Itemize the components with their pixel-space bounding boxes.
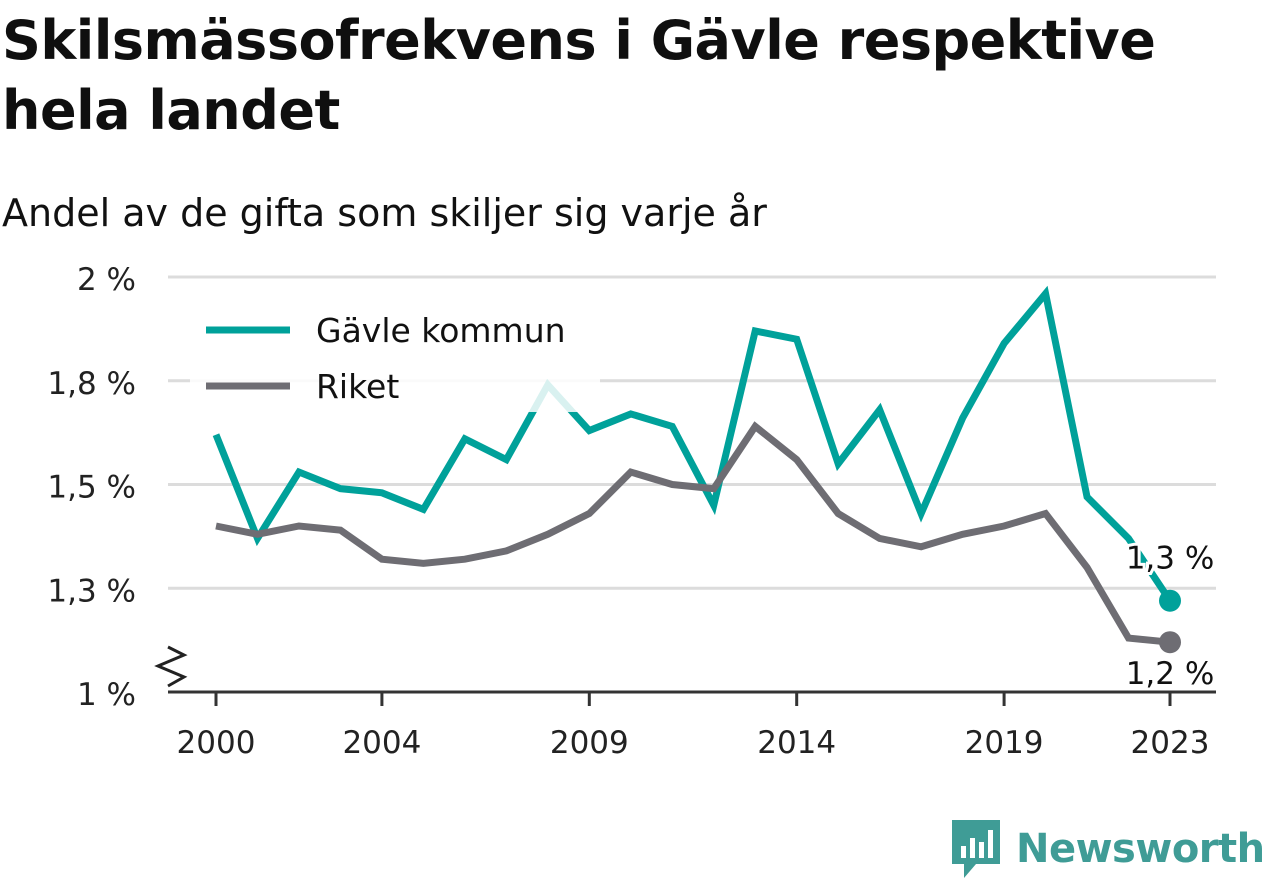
y-axis-ticks: 1 % 1,3 % 1,5 % 1,8 % 2 % bbox=[47, 262, 188, 713]
x-tick-label: 2004 bbox=[342, 725, 421, 761]
y-tick-label: 1 % bbox=[77, 677, 136, 713]
brand[interactable]: Newsworthy bbox=[950, 818, 1262, 880]
y-tick-label: 2 % bbox=[77, 262, 136, 298]
x-tick-label: 2019 bbox=[965, 725, 1044, 761]
chart-title: Skilsmässofrekvens i Gävle respektive he… bbox=[2, 9, 1156, 142]
end-value-label: 1,2 % bbox=[1126, 656, 1215, 692]
legend-label: Gävle kommun bbox=[316, 311, 566, 350]
legend-background bbox=[190, 300, 600, 412]
x-tick-label: 2014 bbox=[757, 725, 836, 761]
series-end-point-1 bbox=[1159, 631, 1181, 654]
y-tick-label: 1,8 % bbox=[47, 366, 136, 402]
series-lines bbox=[212, 285, 1181, 654]
end-value-label: 1,3 % bbox=[1126, 541, 1215, 577]
chart-subtitle: Andel av de gifta som skiljer sig varje … bbox=[2, 191, 767, 235]
legend-label: Riket bbox=[316, 367, 399, 406]
y-tick-label: 1,5 % bbox=[47, 470, 136, 506]
series-line-0 bbox=[212, 285, 1173, 603]
end-labels: 1,3 % 1,2 % bbox=[1123, 538, 1218, 696]
newsworthy-logo-icon bbox=[952, 820, 1000, 878]
x-tick-label: 2009 bbox=[550, 725, 629, 761]
axis-break-icon bbox=[154, 645, 188, 688]
x-tick-label: 2000 bbox=[177, 725, 256, 761]
series-end-point-0 bbox=[1159, 589, 1181, 612]
brand-name: Newsworthy bbox=[1016, 826, 1262, 872]
x-axis: 2000 2004 2009 2014 2019 2023 bbox=[168, 690, 1216, 761]
x-tick-label: 2023 bbox=[1131, 725, 1210, 761]
y-tick-label: 1,3 % bbox=[47, 573, 136, 609]
legend: Gävle kommun Riket bbox=[190, 300, 600, 412]
series-line-1 bbox=[215, 421, 1171, 646]
